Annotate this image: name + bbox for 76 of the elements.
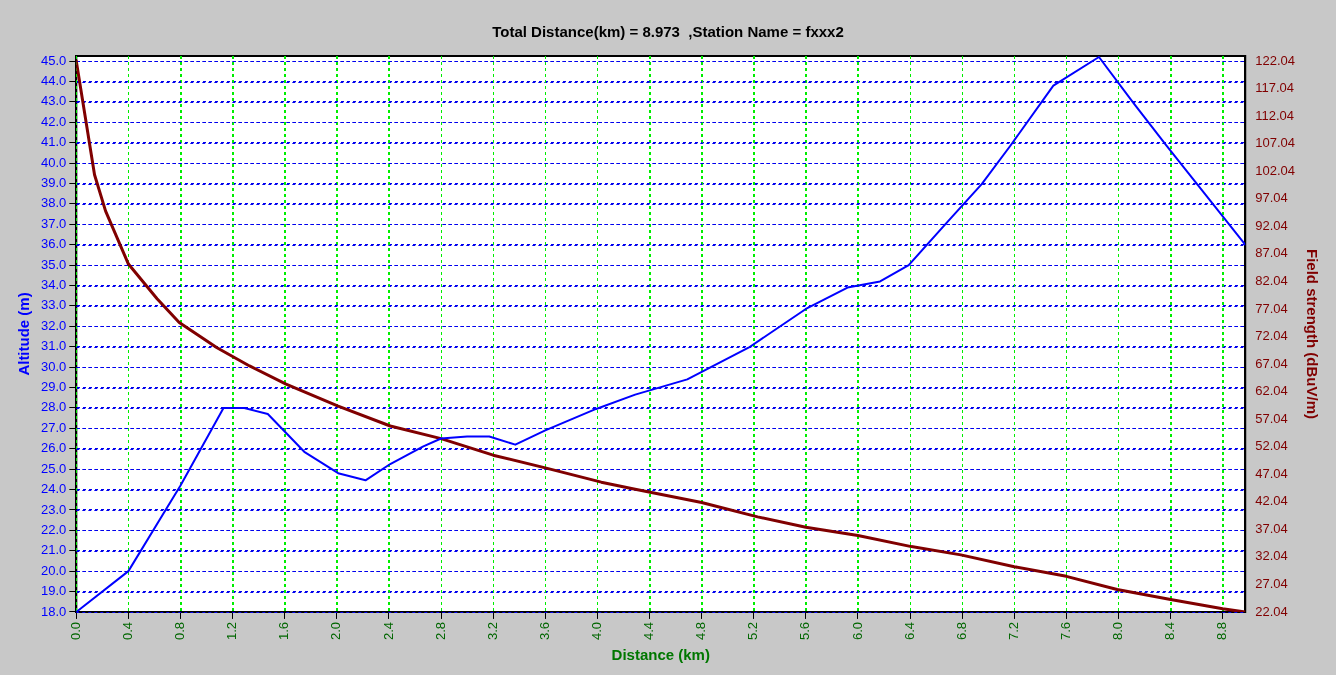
- x-tick-label: 3.6: [536, 621, 552, 641]
- y-tick-label: 22.0: [40, 521, 67, 537]
- y-tick-label: 39.0: [40, 175, 67, 191]
- y-tick-label: 31.0: [40, 338, 67, 354]
- y-tick-label: 21.0: [40, 542, 67, 558]
- x-tick-label: 1.6: [276, 621, 292, 641]
- y2-tick-label: 92.04: [1255, 217, 1288, 233]
- x-tick-label: 7.2: [1005, 621, 1021, 641]
- y-axis-title: Altitude (m): [15, 292, 33, 376]
- chart-title: Total Distance(km) = 8.973 ,Station Name = fxxx2: [492, 23, 844, 41]
- x-tick-label: 4.0: [588, 621, 604, 641]
- y-tick-label: 45.0: [40, 52, 67, 68]
- y2-tick-label: 122.04: [1255, 52, 1295, 68]
- y2-tick-label: 27.04: [1255, 575, 1288, 591]
- y2-tick-label: 72.04: [1255, 328, 1288, 344]
- y-tick-label: 30.0: [40, 358, 67, 374]
- y-tick-label: 34.0: [40, 277, 67, 293]
- y2-tick-label: 67.04: [1255, 355, 1288, 371]
- y2-tick-label: 57.04: [1255, 410, 1288, 426]
- y-tick-label: 38.0: [40, 195, 67, 211]
- y-tick-label: 29.0: [40, 379, 67, 395]
- x-tick-label: 8.4: [1162, 621, 1178, 641]
- y-tick-label: 32.0: [40, 317, 67, 333]
- y-tick-label: 19.0: [40, 583, 67, 599]
- y-tick-label: 24.0: [40, 481, 67, 497]
- y-tick-label: 20.0: [40, 562, 67, 578]
- y-tick-label: 33.0: [40, 297, 67, 313]
- y2-tick-label: 102.04: [1255, 162, 1295, 178]
- x-axis-title: Distance (km): [611, 646, 710, 664]
- y-tick-label: 35.0: [40, 256, 67, 272]
- y2-tick-label: 37.04: [1255, 520, 1288, 536]
- x-tick-label: 7.6: [1057, 621, 1073, 641]
- x-tick-label: 2.0: [328, 621, 344, 641]
- y2-tick-label: 112.04: [1255, 107, 1295, 123]
- x-tick-label: 2.8: [432, 621, 448, 641]
- y2-tick-label: 82.04: [1255, 273, 1288, 289]
- y2-tick-label: 97.04: [1255, 190, 1288, 206]
- y2-tick-label: 42.04: [1255, 493, 1288, 509]
- x-tick-label: 6.0: [849, 621, 865, 641]
- y-tick-label: 25.0: [40, 460, 67, 476]
- y2-tick-label: 107.04: [1255, 135, 1295, 151]
- y-tick-label: 37.0: [40, 215, 67, 231]
- x-tick-label: 5.2: [745, 621, 761, 641]
- y2-tick-label: 32.04: [1255, 548, 1288, 564]
- x-tick-label: 8.8: [1214, 621, 1230, 641]
- y2-axis-title: Field strength (dBuV/m): [1303, 248, 1321, 419]
- y2-tick-label: 47.04: [1255, 465, 1288, 481]
- y-tick-label: 44.0: [40, 73, 67, 89]
- x-tick-label: 1.2: [224, 621, 240, 641]
- y-tick-label: 41.0: [40, 134, 67, 150]
- y-tick-label: 42.0: [40, 113, 67, 129]
- y-tick-label: 28.0: [40, 399, 67, 415]
- y2-tick-label: 62.04: [1255, 383, 1288, 399]
- x-tick-label: 4.4: [641, 621, 657, 641]
- x-tick-label: 6.8: [953, 621, 969, 641]
- y-tick-label: 23.0: [40, 501, 67, 517]
- x-tick-label: 3.2: [484, 621, 500, 641]
- y2-tick-label: 52.04: [1255, 438, 1288, 454]
- x-tick-label: 0.8: [172, 621, 188, 641]
- x-tick-label: 8.0: [1110, 621, 1126, 641]
- y2-tick-label: 117.04: [1255, 80, 1295, 96]
- y-tick-label: 36.0: [40, 236, 67, 252]
- x-tick-label: 6.4: [901, 621, 917, 641]
- x-tick-label: 0.4: [119, 621, 135, 641]
- x-tick-label: 4.8: [693, 621, 709, 641]
- x-tick-label: 5.6: [797, 621, 813, 641]
- y-tick-label: 43.0: [40, 93, 67, 109]
- y2-tick-label: 22.04: [1255, 603, 1288, 619]
- y-tick-label: 27.0: [40, 419, 67, 435]
- x-tick-label: 0.0: [67, 621, 83, 641]
- y-tick-label: 26.0: [40, 440, 67, 456]
- y-tick-label: 40.0: [40, 154, 67, 170]
- y-tick-label: 18.0: [40, 603, 67, 619]
- y2-tick-label: 77.04: [1255, 300, 1288, 316]
- y2-tick-label: 87.04: [1255, 245, 1288, 261]
- x-tick-label: 2.4: [380, 621, 396, 641]
